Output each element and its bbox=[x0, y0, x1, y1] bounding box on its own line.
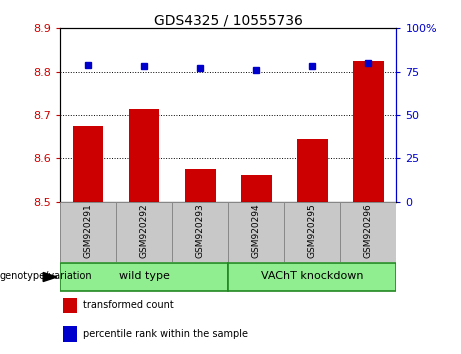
Title: GDS4325 / 10555736: GDS4325 / 10555736 bbox=[154, 13, 302, 27]
Bar bbox=[72, 126, 103, 202]
Text: GSM920292: GSM920292 bbox=[140, 204, 148, 258]
Bar bbox=[228, 263, 396, 291]
Polygon shape bbox=[43, 273, 57, 281]
Text: transformed count: transformed count bbox=[83, 300, 174, 310]
Text: GSM920291: GSM920291 bbox=[83, 204, 93, 258]
Bar bbox=[116, 202, 172, 262]
Bar bbox=[63, 298, 77, 313]
Bar bbox=[60, 263, 228, 291]
Text: percentile rank within the sample: percentile rank within the sample bbox=[83, 329, 248, 339]
Bar bbox=[63, 326, 77, 342]
Bar bbox=[241, 175, 272, 202]
Bar bbox=[297, 139, 328, 202]
Text: GSM920294: GSM920294 bbox=[252, 204, 261, 258]
Text: wild type: wild type bbox=[118, 272, 170, 281]
Text: genotype/variation: genotype/variation bbox=[0, 272, 93, 281]
Text: GSM920293: GSM920293 bbox=[195, 204, 205, 258]
Bar bbox=[129, 109, 160, 202]
Bar bbox=[172, 202, 228, 262]
Text: VAChT knockdown: VAChT knockdown bbox=[261, 272, 364, 281]
Bar bbox=[353, 61, 384, 202]
Bar bbox=[340, 202, 396, 262]
Text: GSM920295: GSM920295 bbox=[308, 204, 317, 258]
Bar bbox=[185, 169, 216, 202]
Bar bbox=[228, 202, 284, 262]
Bar bbox=[284, 202, 340, 262]
Text: GSM920296: GSM920296 bbox=[364, 204, 373, 258]
Bar bbox=[60, 202, 116, 262]
